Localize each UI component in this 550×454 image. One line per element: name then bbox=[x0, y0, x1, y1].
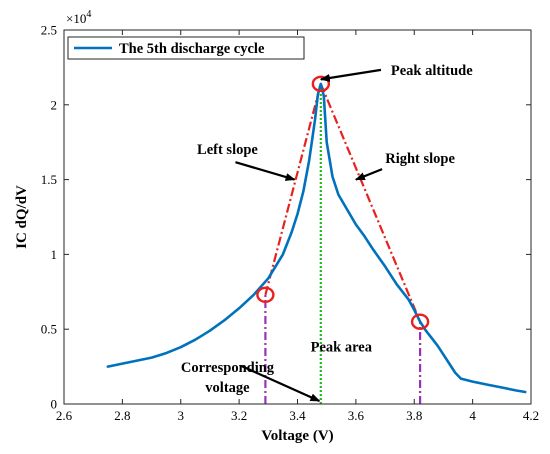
x-tick-label: 3.8 bbox=[406, 408, 422, 423]
y-tick-label: 0.5 bbox=[41, 322, 57, 337]
highlight-circle-2 bbox=[410, 313, 430, 330]
x-tick-label: 3 bbox=[178, 408, 185, 423]
legend-box bbox=[67, 36, 305, 60]
annotation-arrow bbox=[319, 68, 382, 82]
annotation-voltage: voltage bbox=[205, 380, 250, 396]
left-slope-line bbox=[264, 83, 322, 296]
annotation-arrow bbox=[354, 168, 383, 181]
annotation-corresponding: Corresponding bbox=[181, 360, 275, 376]
x-tick-label: 3.4 bbox=[289, 408, 306, 423]
x-tick-label: 3.6 bbox=[348, 408, 365, 423]
annotation-peak-area: Peak area bbox=[311, 340, 373, 356]
y-tick-label: 1.5 bbox=[41, 172, 57, 187]
x-axis-title: Voltage (V) bbox=[261, 428, 333, 444]
series-layer bbox=[106, 82, 527, 394]
annotation-peak-altitude: Peak altitude bbox=[391, 63, 473, 79]
annotations: Peak altitude Left slope Right slope Peak a… bbox=[181, 63, 473, 403]
x-tick-label: 4.2 bbox=[523, 408, 539, 423]
annotation-left-slope: Left slope bbox=[197, 142, 258, 158]
legend: The 5th discharge cycle bbox=[67, 36, 305, 60]
y-tick-label: 1 bbox=[51, 247, 58, 262]
annotation-arrow bbox=[240, 365, 321, 403]
y-axis-title: IC dQ/dV bbox=[14, 185, 30, 249]
axes: 2.6 2.8 3 3.2 3.4 3.6 3.8 4 4.2 0 0.5 1 1.5 2 2.5 ×104 V… bbox=[14, 9, 539, 444]
x-tick-label: 3.2 bbox=[231, 408, 247, 423]
right-slope-line bbox=[319, 83, 422, 323]
y-exponent-label: ×104 bbox=[66, 9, 91, 26]
y-tick-label: 0 bbox=[51, 397, 58, 412]
highlight-circle-1 bbox=[256, 286, 275, 303]
x-tick-label: 4 bbox=[469, 408, 476, 423]
x-tick-label: 2.8 bbox=[114, 408, 130, 423]
x-tick-label: 2.6 bbox=[56, 408, 73, 423]
construction-lines bbox=[264, 83, 422, 404]
legend-label: The 5th discharge cycle bbox=[119, 41, 265, 57]
y-tick-label: 2 bbox=[51, 97, 58, 112]
annotation-right-slope: Right slope bbox=[385, 151, 455, 167]
annotation-arrow bbox=[235, 161, 296, 181]
series-line-0 bbox=[106, 82, 527, 394]
y-tick-label: 2.5 bbox=[41, 23, 57, 38]
